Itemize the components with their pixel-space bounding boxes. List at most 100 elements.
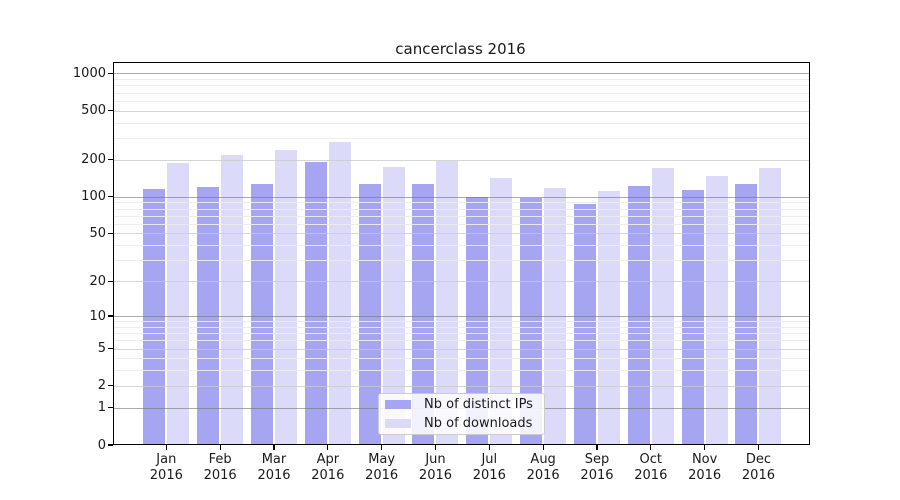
legend-swatch-downloads [385,419,411,428]
bar-apr-ips [304,161,327,445]
bar-jul-downloads [490,178,513,445]
x-tick-mark-mar [273,445,275,450]
y-tick-label-100: 100 [81,189,106,205]
minor-gridline-600 [112,100,810,102]
x-tick-mark-oct [650,445,652,450]
gridline-1000 [112,73,810,75]
bar-may-downloads [382,166,405,445]
x-tick-label-jul: Jul 2016 [472,452,506,483]
bar-jan-downloads [167,163,190,445]
minor-gridline-80 [112,208,810,210]
y-tick-label-50: 50 [89,225,106,241]
y-tick-label-200: 200 [81,152,106,168]
bar-dec-downloads [759,168,782,445]
y-tick-mark-0 [107,444,113,446]
bar-oct-ips [627,185,650,445]
minor-gridline-30 [112,260,810,262]
bar-dec-ips [735,183,758,445]
y-tick-mark-200 [107,159,113,161]
y-tick-label-5: 5 [97,341,106,357]
x-tick-label-jan: Jan 2016 [149,452,183,483]
minor-gridline-4 [112,358,810,360]
y-tick-mark-500 [107,109,113,112]
x-tick-mark-jul [488,445,490,450]
y-tick-mark-100 [107,196,113,198]
x-tick-label-aug: Aug 2016 [526,452,560,483]
x-tick-label-may: May 2016 [365,452,399,483]
gridline-200 [112,159,810,161]
minor-gridline-8 [112,326,810,328]
minor-gridline-3 [112,370,810,372]
minor-gridline-800 [112,85,810,87]
bar-sep-downloads [597,191,620,445]
y-tick-label-10: 10 [89,308,106,324]
minor-gridline-6 [112,340,810,342]
gridline-100 [112,196,810,198]
minor-gridline-7 [112,333,810,335]
y-tick-mark-1000 [107,72,113,74]
x-tick-mark-may [381,445,383,450]
minor-gridline-900 [112,79,810,80]
bar-nov-downloads [705,175,728,445]
x-tick-mark-nov [704,445,706,450]
y-tick-mark-5 [107,348,113,350]
bar-nov-ips [681,190,704,445]
bar-oct-downloads [651,168,674,445]
minor-gridline-9 [112,321,810,323]
x-tick-mark-aug [542,445,544,450]
chart-title: cancerclass 2016 [395,40,526,58]
y-tick-label-2: 2 [97,378,106,394]
y-tick-mark-10 [107,315,113,317]
y-tick-mark-20 [107,280,113,282]
x-tick-label-mar: Mar 2016 [257,452,291,483]
legend-swatch-distinct-ips [385,400,411,409]
y-tick-label-0: 0 [97,437,106,453]
minor-gridline-90 [112,202,810,204]
legend-item-distinct-ips: Nb of distinct IPs [385,396,538,413]
gridline-5 [112,348,810,350]
bar-may-ips [358,183,381,445]
plot-area [112,62,810,445]
x-tick-label-oct: Oct 2016 [634,452,668,483]
minor-gridline-60 [112,223,810,225]
x-tick-label-nov: Nov 2016 [688,452,722,483]
x-tick-label-feb: Feb 2016 [203,452,237,483]
gridline-10 [112,316,810,317]
gridline-20 [112,281,810,283]
gridline-2 [112,385,810,387]
x-tick-mark-jan [165,445,167,450]
bar-feb-downloads [221,154,244,445]
y-tick-label-20: 20 [89,273,106,289]
minor-gridline-300 [112,137,810,139]
x-tick-label-dec: Dec 2016 [741,452,775,483]
x-tick-label-apr: Apr 2016 [311,452,345,483]
y-tick-mark-50 [107,232,113,235]
bar-jul-ips [466,196,489,445]
x-tick-label-jun: Jun 2016 [418,452,453,483]
legend-label-distinct-ips: Nb of distinct IPs [424,397,533,412]
gridline-500 [112,110,810,112]
bar-jun-downloads [436,160,459,445]
minor-gridline-700 [112,92,810,94]
x-tick-label-sep: Sep 2016 [580,452,614,483]
bar-apr-downloads [328,141,351,445]
x-tick-mark-feb [219,445,221,450]
minor-gridline-400 [112,122,810,124]
y-tick-mark-2 [107,385,113,387]
legend-label-downloads: Nb of downloads [424,416,533,431]
legend: Nb of distinct IPs Nb of downloads [378,393,545,435]
bar-sep-ips [573,204,596,445]
y-tick-label-1000: 1000 [72,65,106,81]
gridline-50 [112,233,810,235]
x-tick-mark-jun [434,445,437,450]
bar-jan-ips [143,189,166,445]
bar-mar-ips [250,184,273,445]
y-tick-label-1: 1 [97,400,106,416]
y-tick-mark-1 [107,407,113,409]
minor-gridline-40 [112,245,810,247]
minor-gridline-70 [112,215,810,217]
bar-mar-downloads [274,149,297,445]
legend-item-downloads: Nb of downloads [385,415,538,432]
x-tick-mark-dec [757,445,760,450]
